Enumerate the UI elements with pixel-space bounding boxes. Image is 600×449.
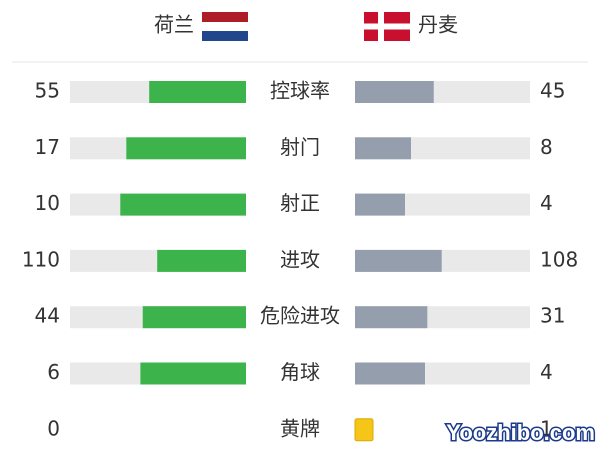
away-card [354, 418, 374, 442]
home-bar [140, 362, 246, 385]
home-value: 6 [47, 360, 60, 384]
away-bar [355, 362, 425, 385]
away-value: 45 [540, 79, 565, 103]
stat-label: 控球率 [270, 79, 330, 103]
home-bar [157, 249, 246, 272]
away-flag [364, 12, 410, 41]
stat-label: 角球 [280, 360, 320, 384]
away-bar [355, 81, 434, 103]
home-bar [126, 137, 246, 160]
away-value: 4 [540, 360, 553, 384]
away-bar [355, 193, 405, 216]
stat-label: 射正 [280, 191, 320, 215]
home-value: 110 [22, 247, 60, 271]
home-value: 44 [35, 304, 60, 328]
away-value: 4 [540, 191, 553, 215]
home-bar [120, 193, 246, 216]
watermark: Yoozhibo.com [446, 420, 595, 445]
stat-label: 射门 [280, 135, 320, 159]
home-value: 0 [47, 416, 60, 440]
home-value: 10 [35, 191, 60, 215]
home-value: 17 [35, 135, 60, 159]
stat-label: 黄牌 [280, 416, 320, 440]
stat-label: 危险进攻 [260, 304, 340, 328]
away-value: 1 [540, 416, 553, 440]
away-value: 31 [540, 304, 565, 328]
away-bar [355, 249, 442, 272]
away-bar [355, 306, 428, 329]
home-bar [149, 81, 246, 103]
home-flag [202, 12, 248, 41]
home-bar [142, 306, 246, 329]
away-bar [355, 137, 411, 160]
home-team: 荷兰 [154, 13, 194, 37]
away-value: 8 [540, 135, 553, 159]
away-value: 108 [540, 247, 578, 271]
home-value: 55 [35, 79, 60, 103]
away-team: 丹麦 [418, 13, 458, 37]
stat-label: 进攻 [280, 247, 320, 271]
